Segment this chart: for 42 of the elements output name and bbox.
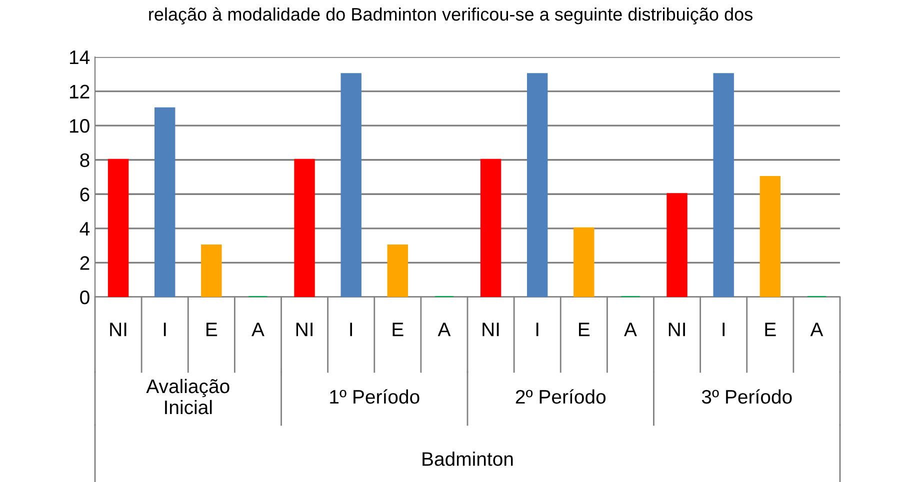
x-tick-label: A [438, 322, 451, 336]
x-tick-label: I [164, 322, 166, 336]
x-tick-label: I [536, 322, 538, 336]
y-tick-label: 6 [80, 188, 90, 202]
y-tick-label: 12 [70, 84, 90, 98]
text: 3º Período [702, 389, 792, 404]
x-tick-label: E [206, 322, 218, 336]
y-tick-label: 8 [80, 153, 90, 168]
x-tick-label: E [579, 322, 590, 336]
bar [154, 107, 176, 297]
bar [666, 193, 688, 297]
y-tick-label: 4 [80, 222, 90, 236]
bar [760, 176, 781, 297]
x-tick-label: NI [110, 322, 126, 336]
y-tick-label: 10 [70, 119, 90, 133]
x-tick-label: I [350, 322, 352, 336]
bar [201, 244, 222, 297]
bar [340, 73, 362, 297]
x-tick-label: A [252, 322, 264, 336]
x-tick-label: NI [482, 322, 499, 336]
bar [480, 158, 502, 297]
text: 1º Período [330, 389, 420, 404]
bar [294, 158, 315, 297]
y-tick-label: 2 [80, 256, 90, 270]
x-tick-label: E [765, 322, 776, 336]
x-tick-label: NI [668, 322, 685, 336]
bar [387, 244, 408, 297]
y-tick-label: 0 [80, 290, 90, 304]
x-tick-label: E [392, 322, 404, 336]
text: Badminton [422, 452, 513, 466]
bar [713, 73, 734, 297]
chart-title: relação à modalidade do Badminton verificou-se a seguinte distribuição dos [149, 7, 752, 24]
x-tick-label: NI [296, 322, 312, 336]
text: 2º Período [516, 389, 606, 404]
text: Avaliação Inicial [146, 378, 230, 414]
bar [108, 158, 129, 297]
bar [526, 73, 548, 297]
x-tick-label: A [810, 322, 824, 336]
bar [574, 227, 594, 297]
y-tick-label: 14 [70, 50, 90, 64]
x-tick-label: I [722, 322, 724, 336]
x-tick-label: A [624, 322, 637, 336]
